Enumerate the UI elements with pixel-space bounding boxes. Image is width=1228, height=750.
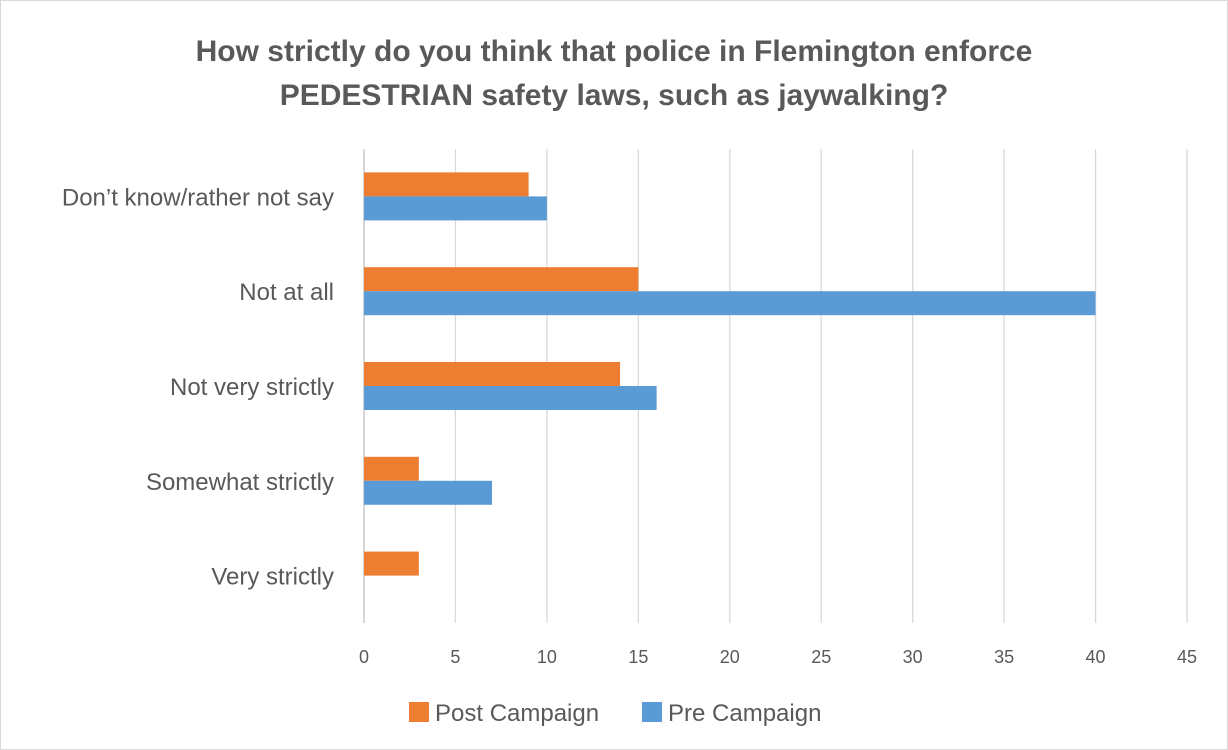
bar-post-campaign [364,456,419,481]
x-tick-label: 20 [720,647,740,667]
x-tick-label: 10 [537,647,557,667]
x-tick-label: 30 [903,647,923,667]
x-tick-label: 35 [994,647,1014,667]
legend: Post Campaign Pre Campaign [409,700,821,727]
chart-title-line-2: PEDESTRIAN safety laws, such as jaywalki… [280,79,949,112]
gridlines [363,149,1188,623]
bars [364,172,1096,576]
legend-swatch-post-campaign [409,702,429,722]
x-tick-label: 0 [359,647,369,667]
chart-title-line-1: How strictly do you think that police in… [196,35,1033,68]
bar-post-campaign [364,551,419,576]
x-tick-label: 5 [450,647,460,667]
bar-post-campaign [364,267,639,292]
category-label: Very strictly [211,564,334,591]
category-labels: Don’t know/rather not say Not at all Not v… [62,184,334,590]
x-tick-labels: 0 5 10 15 20 25 30 35 40 45 [359,647,1197,667]
x-tick-label: 15 [628,647,648,667]
x-tick-label: 25 [811,647,831,667]
category-label: Somewhat strictly [146,469,334,496]
bar-pre-campaign [364,196,547,221]
bar-pre-campaign [364,480,493,505]
legend-label-post-campaign: Post Campaign [435,700,599,727]
chart-title: How strictly do you think that police in… [196,35,1033,112]
x-tick-label: 45 [1177,647,1197,667]
legend-label-pre-campaign: Pre Campaign [668,700,821,727]
legend-swatch-pre-campaign [642,702,662,722]
bar-pre-campaign [364,386,657,410]
bar-pre-campaign [364,291,1096,316]
bar-post-campaign [364,362,621,386]
bar-post-campaign [364,172,529,197]
category-label: Not very strictly [170,374,334,401]
category-label: Not at all [239,279,334,306]
category-label: Don’t know/rather not say [62,184,334,211]
x-tick-label: 40 [1086,647,1106,667]
